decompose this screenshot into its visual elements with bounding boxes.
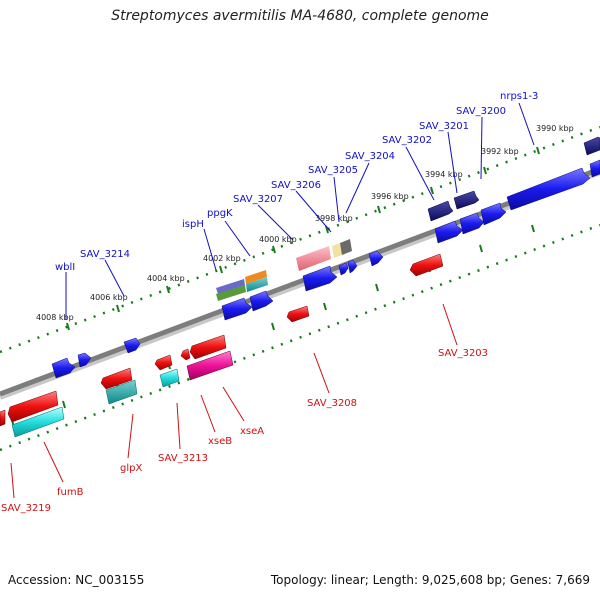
feature-block[interactable] xyxy=(216,285,246,301)
gene-label-SAV_3214[interactable]: SAV_3214 xyxy=(80,249,130,260)
gene-label-SAV_3213[interactable]: SAV_3213 xyxy=(158,453,208,464)
ruler-label: 4000 kbp xyxy=(259,235,297,244)
feature-block[interactable] xyxy=(245,270,267,284)
gene-arrow[interactable] xyxy=(189,334,227,360)
gene-arrow[interactable] xyxy=(368,250,384,267)
gene-label-nrps1-3[interactable]: nrps1-3 xyxy=(500,91,538,102)
accession-label: Accession: NC_003155 xyxy=(8,573,145,587)
gene-arrow[interactable] xyxy=(77,352,92,368)
ruler-label: 4006 kbp xyxy=(90,293,128,302)
gene-label-SAV_3201[interactable]: SAV_3201 xyxy=(419,121,469,132)
gene-label-SAV_3202[interactable]: SAV_3202 xyxy=(382,135,432,146)
gene-arrow[interactable] xyxy=(427,200,454,222)
top-leader-lines xyxy=(65,102,535,320)
gene-arrow[interactable] xyxy=(338,262,349,276)
gene-arrow[interactable] xyxy=(100,367,133,390)
feature-block[interactable] xyxy=(296,246,331,271)
gene-arrow[interactable] xyxy=(123,337,141,354)
gene-arrow[interactable] xyxy=(286,305,310,323)
gene-arrow[interactable] xyxy=(0,409,6,427)
gene-arrow[interactable] xyxy=(11,406,65,438)
gene-label-fumB[interactable]: fumB xyxy=(57,487,84,498)
ruler-label: 3994 kbp xyxy=(425,170,463,179)
gene-label-SAV_3200[interactable]: SAV_3200 xyxy=(456,106,506,117)
gene-arrow[interactable] xyxy=(51,357,76,379)
feature-block[interactable] xyxy=(216,279,245,294)
upper-ruler xyxy=(0,125,600,354)
gene-arrow[interactable] xyxy=(105,379,138,405)
genome-summary: Topology: linear; Length: 9,025,608 bp; … xyxy=(270,573,590,587)
gene-arrow[interactable] xyxy=(583,136,600,156)
gene-arrow[interactable] xyxy=(589,159,600,178)
gene-arrow[interactable] xyxy=(154,354,173,371)
gene-arrow[interactable] xyxy=(249,290,274,312)
gene-arrow[interactable] xyxy=(453,190,480,210)
gene-label-SAV_3207[interactable]: SAV_3207 xyxy=(233,194,283,205)
lower-ruler xyxy=(0,223,600,452)
gene-arrow[interactable] xyxy=(186,350,234,381)
gene-label-xseA[interactable]: xseA xyxy=(240,426,264,437)
ruler-label: 3992 kbp xyxy=(481,147,519,156)
ruler-label: 3998 kbp xyxy=(315,214,353,223)
gene-label-ppgK[interactable]: ppgK xyxy=(207,208,233,219)
gene-label-SAV_3219[interactable]: SAV_3219 xyxy=(1,503,51,514)
gene-arrow[interactable] xyxy=(302,265,338,292)
gene-arrow[interactable] xyxy=(480,202,507,226)
gene-label-SAV_3204[interactable]: SAV_3204 xyxy=(345,151,395,162)
gene-arrow[interactable] xyxy=(409,253,444,277)
feature-block[interactable] xyxy=(246,277,268,292)
gene-label-SAV_3205[interactable]: SAV_3205 xyxy=(308,165,358,176)
gene-label-wblI[interactable]: wblI xyxy=(55,262,75,273)
gene-label-glpX[interactable]: glpX xyxy=(120,463,142,474)
map-title: Streptomyces avermitilis MA-4680, comple… xyxy=(111,8,489,24)
gene-arrow[interactable] xyxy=(506,167,591,211)
gene-label-SAV_3208[interactable]: SAV_3208 xyxy=(307,398,357,409)
gene-arrow[interactable] xyxy=(7,390,59,423)
bottom-leader-lines xyxy=(10,303,458,499)
reverse-genes xyxy=(0,253,444,438)
gene-label-SAV_3206[interactable]: SAV_3206 xyxy=(271,180,321,191)
ruler-label: 3996 kbp xyxy=(371,192,409,201)
ruler-label: 4004 kbp xyxy=(147,274,185,283)
gene-arrow[interactable] xyxy=(347,259,358,274)
gene-label-xseB[interactable]: xseB xyxy=(208,436,232,447)
ruler-label: 4002 kbp xyxy=(203,254,241,263)
feature-block[interactable] xyxy=(340,239,352,255)
gene-arrow[interactable] xyxy=(180,348,191,361)
gene-label-ispH[interactable]: ispH xyxy=(182,219,204,230)
gene-arrow[interactable] xyxy=(159,368,180,388)
forward-genes xyxy=(51,136,600,379)
ruler-label: 3990 kbp xyxy=(536,124,574,133)
gene-label-SAV_3203[interactable]: SAV_3203 xyxy=(438,348,488,359)
ruler-label: 4008 kbp xyxy=(36,313,74,322)
